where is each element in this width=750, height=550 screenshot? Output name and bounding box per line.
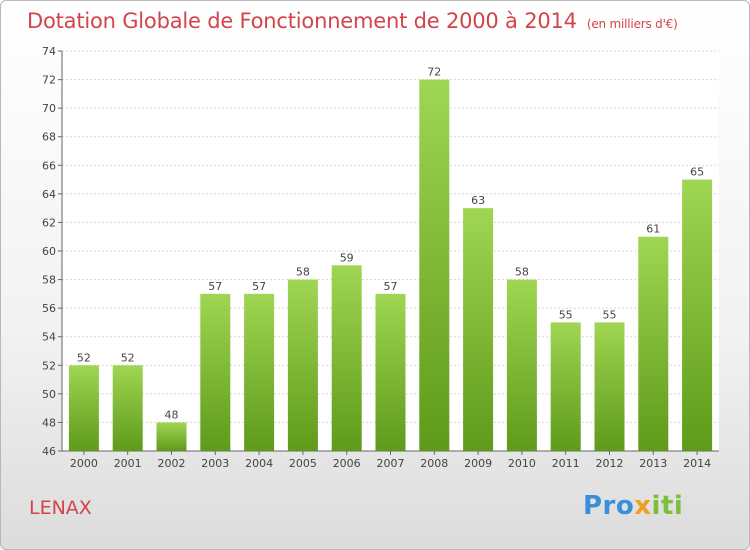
data-label: 63 [471,194,485,207]
bar [375,293,406,451]
bar [506,279,537,451]
data-label: 57 [252,280,266,293]
y-tick-label: 60 [42,245,56,258]
data-label: 57 [384,280,398,293]
x-tick-label: 2005 [289,457,317,470]
logo-part-2: x [634,491,652,521]
chart-subtitle: (en milliers d'€) [586,17,678,31]
bar [682,179,713,452]
y-tick-label: 50 [42,388,56,401]
x-tick-label: 2012 [596,457,624,470]
data-label: 72 [427,66,441,79]
data-label: 52 [121,351,135,364]
bar [463,208,494,451]
proxiti-logo: Proxiti [583,491,683,521]
bar [287,279,318,451]
bar [419,79,450,452]
data-label: 58 [515,266,529,279]
data-label: 52 [77,351,91,364]
logo-part-3: iti [651,491,684,521]
y-tick-label: 52 [42,359,56,372]
x-tick-label: 2004 [245,457,273,470]
x-tick-label: 2000 [70,457,98,470]
bar [550,322,581,451]
x-tick-label: 2009 [464,457,492,470]
bar [638,236,669,451]
x-tick-label: 2008 [420,457,448,470]
x-tick-label: 2010 [508,457,536,470]
data-label: 59 [340,251,354,264]
y-tick-label: 64 [42,188,56,201]
bar [244,293,275,451]
y-tick-label: 46 [42,445,56,458]
bar [200,293,231,451]
chart-title: Dotation Globale de Fonctionnement de 20… [27,9,678,33]
x-tick-label: 2011 [552,457,580,470]
y-tick-label: 72 [42,74,56,87]
bar [156,422,187,451]
x-tick-label: 2007 [377,457,405,470]
location-name: LENAX [29,497,92,519]
y-tick-label: 58 [42,274,56,287]
chart-title-text: Dotation Globale de Fonctionnement de 20… [27,9,577,33]
y-tick-label: 66 [42,159,56,172]
data-label: 55 [559,308,573,321]
x-tick-label: 2006 [333,457,361,470]
y-tick-label: 54 [42,331,56,344]
x-tick-label: 2002 [158,457,186,470]
y-tick-label: 68 [42,131,56,144]
y-tick-label: 48 [42,416,56,429]
data-label: 55 [603,308,617,321]
x-tick-label: 2001 [114,457,142,470]
y-tick-label: 56 [42,302,56,315]
y-tick-label: 62 [42,216,56,229]
y-tick-label: 74 [42,45,56,58]
data-label: 58 [296,266,310,279]
bar [68,365,99,451]
logo-part-1: Pro [583,491,635,521]
y-tick-label: 70 [42,102,56,115]
data-label: 61 [646,223,660,236]
x-tick-label: 2003 [201,457,229,470]
data-label: 48 [165,408,179,421]
bar [112,365,143,451]
bar [331,265,362,451]
x-tick-label: 2013 [639,457,667,470]
data-label: 57 [208,280,222,293]
data-label: 65 [690,166,704,179]
bar [594,322,625,451]
x-tick-label: 2014 [683,457,711,470]
